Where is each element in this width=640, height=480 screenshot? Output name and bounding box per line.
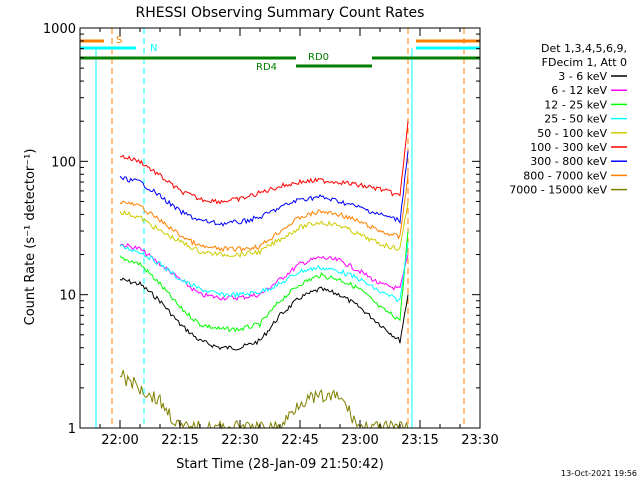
x-tick-label: 22:00 — [101, 433, 138, 448]
legend-label: 7000 - 15000 keV — [509, 184, 607, 197]
series-line — [119, 174, 409, 253]
x-tick-label: 22:30 — [221, 433, 258, 448]
legend-label: 12 - 25 keV — [544, 98, 607, 111]
series-line — [119, 121, 409, 205]
y-tick-label: 10 — [59, 289, 76, 304]
series-line — [119, 242, 409, 301]
y-axis-label: Count Rate (s⁻¹ detector⁻¹) — [23, 149, 38, 326]
legend: Det 1,3,4,5,6,9,FDecim 1, Att 03 - 6 keV… — [509, 42, 627, 197]
series-line — [119, 369, 409, 430]
legend-label: 6 - 12 keV — [551, 84, 607, 97]
legend-label: 25 - 50 keV — [544, 113, 607, 126]
series-line — [119, 231, 409, 333]
plot-frame — [79, 27, 481, 429]
flag-label-n: N — [150, 43, 157, 54]
x-tick-label: 23:30 — [461, 433, 498, 448]
series-line — [119, 241, 409, 303]
legend-label: 100 - 300 keV — [530, 141, 607, 154]
y-tick-label: 1000 — [43, 22, 76, 37]
legend-label: 3 - 6 keV — [558, 70, 607, 83]
footer-timestamp: 13-Oct-2021 19:56 — [561, 469, 637, 478]
x-axis-label: Start Time (28-Jan-09 21:50:42) — [176, 457, 384, 472]
x-tick-label: 23:00 — [341, 433, 378, 448]
y-tick-label: 1 — [68, 422, 76, 437]
series-group — [119, 121, 409, 430]
axes: 22:00 22:15 22:30 22:45 23:00 23:15 23:30 1 10 10… — [43, 22, 499, 448]
legend-header: FDecim 1, Att 0 — [542, 56, 627, 69]
legend-label: 300 - 800 keV — [530, 155, 607, 168]
flag-label-s: S — [116, 35, 122, 46]
x-tick-label: 22:45 — [281, 433, 318, 448]
flag-lines: S N RD0 RD4 — [80, 28, 480, 428]
legend-header: Det 1,3,4,5,6,9, — [541, 42, 627, 55]
x-tick-label: 22:15 — [161, 433, 198, 448]
chart-title: RHESSI Observing Summary Count Rates — [136, 5, 425, 21]
x-tick-label: 23:15 — [401, 433, 438, 448]
legend-label: 50 - 100 keV — [537, 127, 607, 140]
series-line — [119, 277, 409, 351]
flag-label-rd0: RD0 — [308, 52, 329, 63]
flag-label-rd4: RD4 — [256, 62, 277, 73]
series-line — [119, 201, 409, 259]
y-tick-label: 100 — [51, 155, 76, 170]
legend-label: 800 - 7000 keV — [523, 169, 607, 182]
series-line — [119, 150, 409, 227]
